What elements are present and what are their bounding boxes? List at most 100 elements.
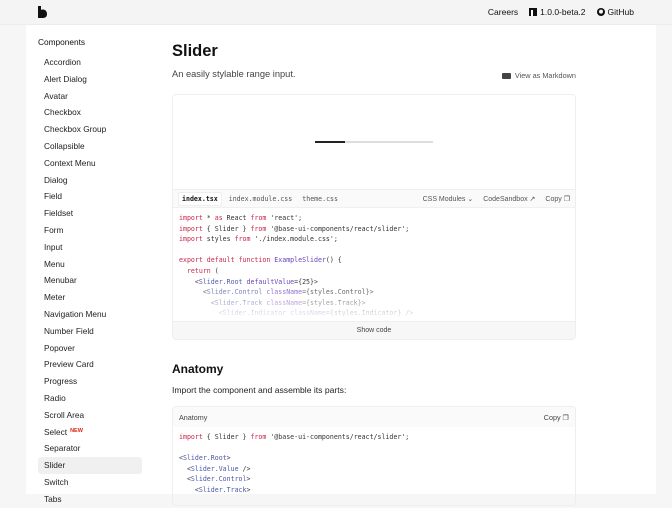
sidebar-item-select[interactable]: Select NEW <box>38 424 142 441</box>
page-subtitle: An easily stylable range input. <box>172 69 296 79</box>
tab-theme-css[interactable]: theme.css <box>302 194 338 203</box>
sidebar-item-label: Collapsible <box>44 140 85 151</box>
sidebar-item-label: Popover <box>44 342 75 353</box>
code-block: ​ import { Slider } from '@base-ui-compon… <box>173 427 575 501</box>
anatomy-code-block: Anatomy Copy ❐ ​ import { Slider } from '@… <box>172 406 576 506</box>
code-token: import <box>179 224 203 233</box>
markdown-icon <box>501 72 511 79</box>
sidebar-item-label: Scroll Area <box>44 409 85 420</box>
code-token: () { <box>325 256 342 265</box>
view-as-markdown-link[interactable]: View as Markdown <box>501 71 576 80</box>
sidebar-item-label: Dialog <box>44 174 68 185</box>
copy-label: Copy <box>543 412 561 422</box>
copy-icon: ❐ <box>563 195 570 203</box>
sidebar-item-alert-dialog[interactable]: Alert Dialog <box>38 71 142 88</box>
copy-label: Copy <box>545 195 562 203</box>
slider-track[interactable] <box>315 141 433 143</box>
sidebar-item-label: Menubar <box>44 275 77 286</box>
chevron-down-icon: ⌄ <box>467 195 474 203</box>
sidebar-item-checkbox-group[interactable]: Checkbox Group <box>38 121 142 138</box>
sidebar-item-label: Radio <box>44 392 66 403</box>
code-token: styles <box>202 235 235 244</box>
code-token: from <box>250 214 267 222</box>
sidebar-item-menubar[interactable]: Menubar <box>38 272 142 289</box>
sidebar-item-checkbox[interactable]: Checkbox <box>38 104 142 121</box>
code-line: ​ <box>179 245 569 256</box>
sidebar-item-popover[interactable]: Popover <box>38 340 142 357</box>
sidebar-item-collapsible[interactable]: Collapsible <box>38 138 142 155</box>
copy-button[interactable]: Copy ❐ <box>545 195 570 203</box>
code-tabs: index.tsx index.module.css theme.css CSS… <box>173 190 575 208</box>
sidebar-item-accordion[interactable]: Accordion <box>38 54 142 71</box>
version-label: 1.0.0-beta.2 <box>540 7 586 17</box>
sidebar-item-menu[interactable]: Menu <box>38 256 142 273</box>
anatomy-copy-button[interactable]: Copy ❐ <box>544 413 569 422</box>
sidebar-item-label: Accordion <box>44 57 81 67</box>
sidebar-item-label: Switch <box>44 476 69 487</box>
code-line: ​ <box>179 443 569 454</box>
code-token: as <box>214 214 223 222</box>
sidebar-item-context-menu[interactable]: Context Menu <box>38 155 142 172</box>
sidebar-item-label: Number Field <box>44 325 94 336</box>
base-ui-logo[interactable] <box>38 6 47 18</box>
sidebar-item-label: Avatar <box>44 90 68 101</box>
sidebar-item-dialog[interactable]: Dialog <box>38 172 142 189</box>
code-token: < <box>179 464 191 473</box>
sidebar-item-slider[interactable]: Slider <box>38 457 142 474</box>
code-line: ​import styles from './index.module.css'… <box>179 234 569 245</box>
code-fade <box>173 281 575 321</box>
code-token: * <box>202 214 215 222</box>
codesandbox-button[interactable]: CodeSandbox ↗ <box>483 195 535 203</box>
new-badge: NEW <box>70 427 83 434</box>
code-token: return <box>179 266 211 275</box>
sidebar-item-number-field[interactable]: Number Field <box>38 323 142 340</box>
code-line: ​import * as React from 'react'; <box>179 213 569 224</box>
github-link[interactable]: GitHub <box>596 7 634 17</box>
sidebar-item-tabs[interactable]: Tabs <box>38 491 142 508</box>
code-token: Slider.Root <box>182 454 227 463</box>
sidebar-item-navigation-menu[interactable]: Navigation Menu <box>38 306 142 323</box>
code-token: from <box>250 224 267 233</box>
sidebar-item-preview-card[interactable]: Preview Card <box>38 356 142 373</box>
sidebar-item-label: Navigation Menu <box>44 308 107 319</box>
sidebar-item-progress[interactable]: Progress <box>38 373 142 390</box>
view-markdown-label: View as Markdown <box>514 71 576 80</box>
sidebar-item-label: Context Menu <box>44 157 96 168</box>
code-token: '@base-ui-components/react/slider'; <box>266 433 410 441</box>
code-token: { Slider } <box>202 433 251 441</box>
sidebar-item-meter[interactable]: Meter <box>38 289 142 306</box>
sidebar-item-label: Menu <box>44 258 65 269</box>
tab-index-tsx[interactable]: index.tsx <box>178 191 222 206</box>
code-line: ​<Slider.Root> <box>179 453 569 464</box>
code-line: ​ <Slider.Value /> <box>179 464 569 475</box>
sidebar-item-radio[interactable]: Radio <box>38 390 142 407</box>
sidebar-item-input[interactable]: Input <box>38 239 142 256</box>
code-line: ​export default function ExampleSlider()… <box>179 255 569 266</box>
external-link-icon: ↗ <box>529 195 536 203</box>
code-token: 'react'; <box>266 214 303 222</box>
code-token: > <box>226 454 231 463</box>
code-token: ExampleSlider <box>270 256 326 265</box>
show-code-button[interactable]: Show code <box>173 321 575 339</box>
sidebar-item-fieldset[interactable]: Fieldset <box>38 205 142 222</box>
code-token: from <box>234 235 251 244</box>
careers-link[interactable]: Careers <box>487 7 519 17</box>
sidebar-item-form[interactable]: Form <box>38 222 142 239</box>
tab-index-module-css[interactable]: index.module.css <box>228 194 293 203</box>
sidebar-item-label: Form <box>44 224 64 235</box>
sidebar-item-switch[interactable]: Switch <box>38 474 142 491</box>
sidebar-item-label: Input <box>44 241 63 252</box>
github-icon <box>596 8 605 16</box>
css-modules-select[interactable]: CSS Modules ⌄ <box>423 195 474 203</box>
css-select-label: CSS Modules <box>422 195 466 203</box>
sidebar-item-field[interactable]: Field <box>38 188 142 205</box>
code-token: './index.module.css'; <box>250 235 338 244</box>
sidebar-item-separator[interactable]: Separator <box>38 440 142 457</box>
version-link[interactable]: 1.0.0-beta.2 <box>529 7 586 17</box>
github-label: GitHub <box>607 7 634 17</box>
sidebar-item-avatar[interactable]: Avatar <box>38 88 142 105</box>
sidebar-item-scroll-area[interactable]: Scroll Area <box>38 407 142 424</box>
sidebar-item-label: Fieldset <box>44 208 74 219</box>
code-line: ​ return ( <box>179 266 569 277</box>
code-line: ​import { Slider } from '@base-ui-compon… <box>179 224 569 235</box>
